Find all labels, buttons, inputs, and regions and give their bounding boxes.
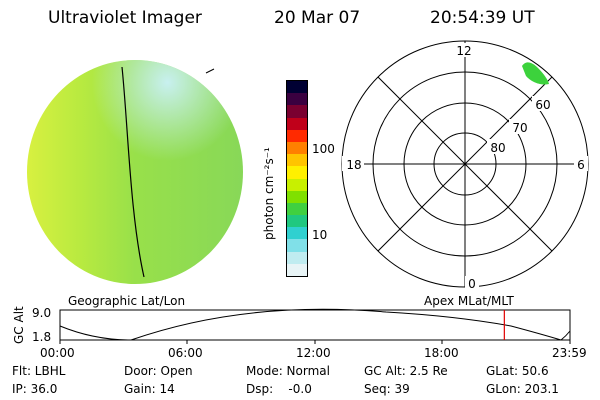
colorbar-segment <box>287 117 307 130</box>
polar-plot: 12 18 6 0 60 70 80 <box>341 40 589 291</box>
colorbar-segment <box>287 166 307 179</box>
time-label: 20:54:39 UT <box>430 8 535 28</box>
timeline-xtick-0000: 00:00 <box>40 346 75 360</box>
colorbar-tick-10: 10 <box>312 228 328 242</box>
date-label: 20 Mar 07 <box>274 8 361 28</box>
uv-disk-image <box>27 60 243 284</box>
colorbar-segment <box>287 129 307 142</box>
colorbar <box>286 80 308 277</box>
mlt-label-6: 6 <box>577 158 585 172</box>
dayside-limb <box>27 60 243 284</box>
colorbar-tick-100: 100 <box>312 142 335 156</box>
mlt-label-0: 0 <box>468 277 476 291</box>
info-dsp: Dsp: -0.0 <box>246 382 312 396</box>
colorbar-segment <box>287 227 307 240</box>
colorbar-segment <box>287 105 307 118</box>
instrument-title: Ultraviolet Imager <box>48 8 202 28</box>
timeline-ytick-high: 9.0 <box>32 306 52 320</box>
timeline-left-title: Geographic Lat/Lon <box>68 294 186 308</box>
timeline-ytick-low: 1.8 <box>32 330 52 344</box>
colorbar-segment <box>287 202 307 216</box>
mlt-label-12: 12 <box>456 44 471 58</box>
info-glat: GLat: 50.6 <box>486 364 549 378</box>
info-seq: Seq: 39 <box>364 382 410 396</box>
altitude-timeline <box>59 308 571 344</box>
timeline-xtick-1800: 18:00 <box>424 346 459 360</box>
timeline-xtick-2359: 23:59 <box>552 346 587 360</box>
timeline-xtick-0600: 06:00 <box>168 346 203 360</box>
info-gc-alt: GC Alt: 2.5 Re <box>364 364 448 378</box>
timeline-frame <box>59 309 571 341</box>
colorbar-label: photon cm⁻²s⁻¹ <box>262 147 276 240</box>
info-ip: IP: 36.0 <box>12 382 58 396</box>
aurora-patch <box>522 62 549 85</box>
terminator-line <box>121 66 145 278</box>
colorbar-segment <box>287 154 307 167</box>
info-filter: Flt: LBHL <box>12 364 66 378</box>
colorbar-segment <box>287 263 307 276</box>
info-gain: Gain: 14 <box>124 382 175 396</box>
colorbar-segment <box>287 178 307 191</box>
lat-label-60: 60 <box>535 98 550 112</box>
colorbar-segment <box>287 251 307 264</box>
colorbar-segment <box>287 239 307 252</box>
colorbar-segment <box>287 215 307 228</box>
timeline-xtick-1200: 12:00 <box>296 346 331 360</box>
lat-label-70: 70 <box>512 121 527 135</box>
altitude-curve <box>59 308 571 341</box>
info-glon: GLon: 203.1 <box>486 382 559 396</box>
mlt-label-18: 18 <box>346 158 361 172</box>
colorbar-segment <box>287 93 307 106</box>
timeline-right-title: Apex MLat/MLT <box>424 294 514 308</box>
colorbar-segment <box>287 81 307 94</box>
timeline-axis-title: GC Alt <box>12 306 26 344</box>
colorbar-segment <box>287 141 307 155</box>
info-mode: Mode: Normal <box>246 364 330 378</box>
limb-tick <box>205 68 215 74</box>
info-door: Door: Open <box>124 364 193 378</box>
lat-label-80: 80 <box>490 141 505 155</box>
colorbar-segment <box>287 190 307 203</box>
